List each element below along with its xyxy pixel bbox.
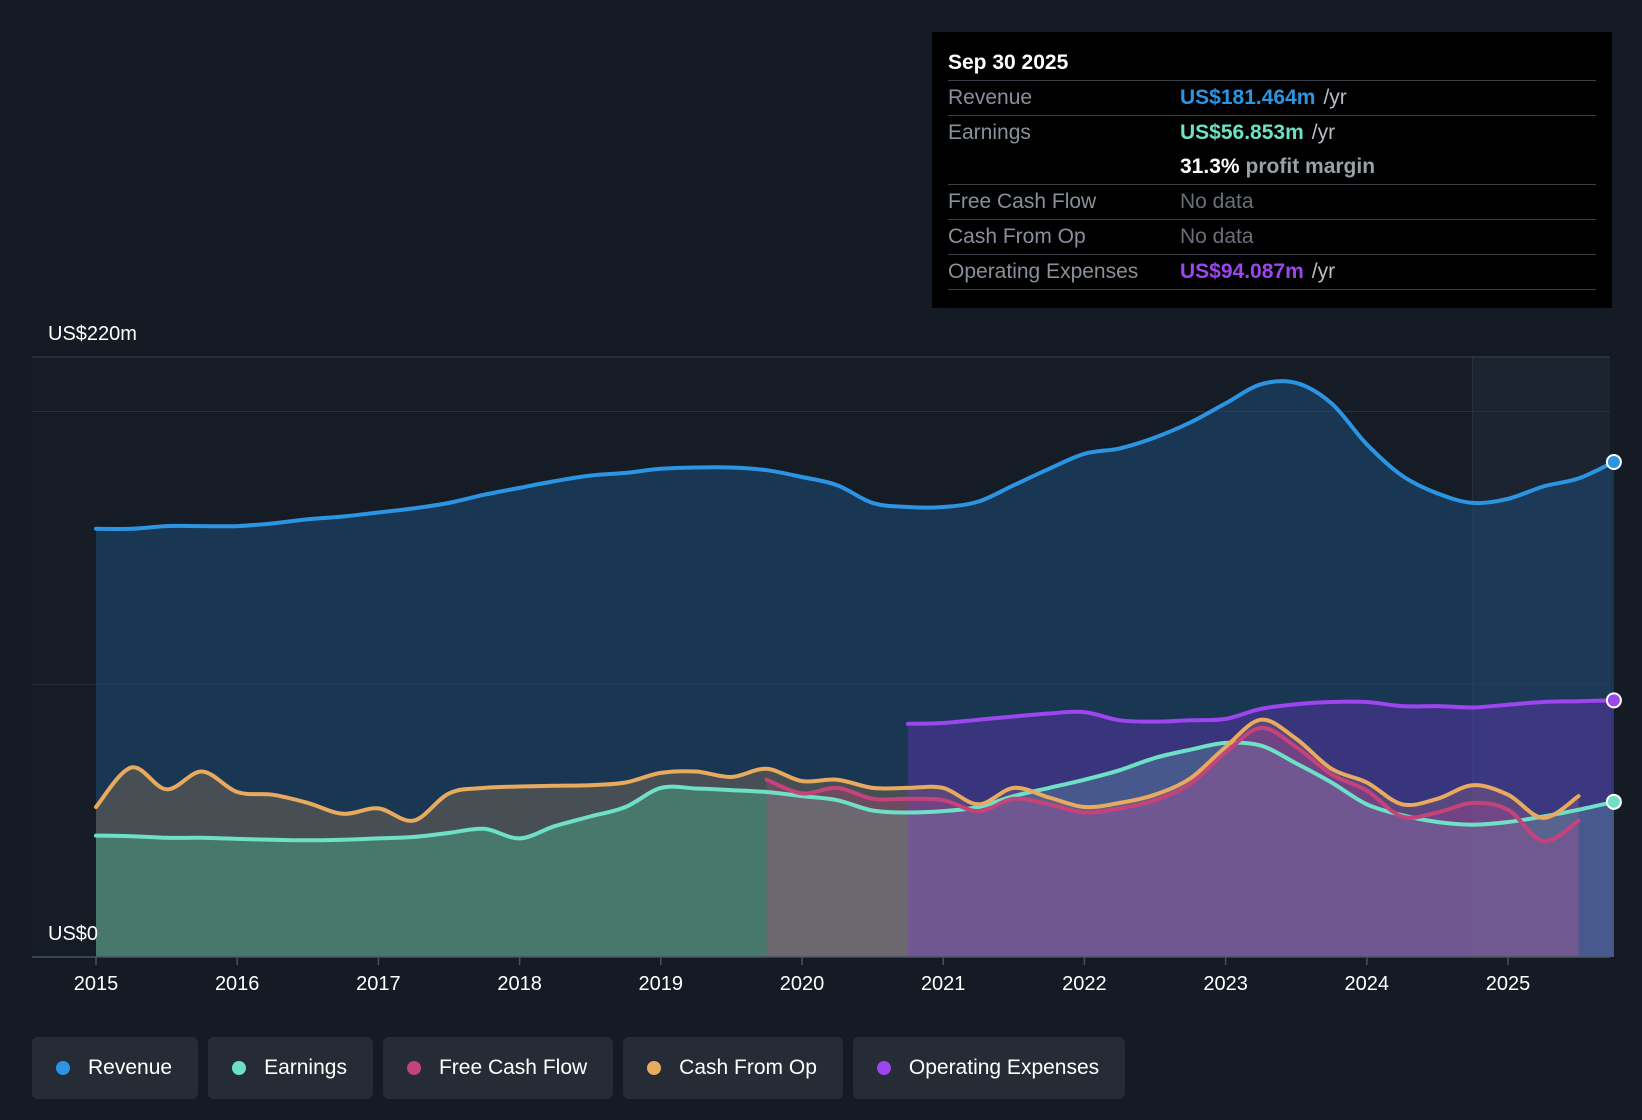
profit-margin-text: profit margin [1245, 155, 1376, 178]
revenue-end-marker[interactable] [1605, 454, 1622, 470]
tooltip-unit: /yr [1311, 260, 1336, 283]
legend-label: Operating Expenses [908, 1056, 1100, 1079]
legend-dot-icon [406, 1061, 421, 1075]
tooltip-value: No data [1180, 190, 1254, 213]
tooltip-value: US$181.464m [1180, 86, 1316, 109]
axes: 2015 2016 2017 2018 2019 2020 2021 2022 2023 2024… [32, 956, 1610, 995]
legend-dot-icon [232, 1061, 247, 1075]
x-tick-label: 2021 [921, 973, 966, 995]
tooltip-row-cash-from-op: Cash From Op No data [948, 219, 1596, 254]
tooltip-value: No data [1180, 225, 1254, 248]
tooltip-row-revenue: Revenue US$181.464m /yr [948, 80, 1596, 115]
legend-label: Cash From Op [679, 1056, 817, 1079]
opex-area [907, 700, 1614, 957]
legend-dot-icon [876, 1061, 891, 1075]
opex-line [905, 698, 1616, 726]
legend-dot-icon [647, 1061, 662, 1075]
x-tick-label: 2019 [639, 973, 684, 995]
tooltip-row-earnings: Earnings US$56.853m /yr [948, 115, 1596, 150]
tooltip-row-free-cash-flow: Free Cash Flow No data [948, 184, 1596, 219]
tooltip-label: Operating Expenses [948, 260, 1139, 283]
x-tick-label: 2015 [74, 973, 119, 995]
tooltip-date: Sep 30 2025 [948, 51, 1069, 74]
tooltip-label: Free Cash Flow [948, 190, 1097, 213]
earnings-end-marker[interactable] [1605, 793, 1622, 810]
x-tick-label: 2018 [497, 973, 542, 995]
revenue-line [94, 379, 1616, 532]
earnings-area [96, 742, 1614, 957]
legend-item-earnings[interactable]: Earnings [208, 1037, 373, 1099]
legend-dot-icon [56, 1061, 70, 1075]
y-axis-top-label: US$220m [48, 323, 137, 345]
x-tick-label: 2016 [215, 973, 260, 995]
legend-item-free-cash-flow[interactable]: Free Cash Flow [382, 1037, 614, 1099]
cfo-line [94, 717, 1581, 823]
legend-label: Earnings [264, 1056, 347, 1079]
series-lines [94, 379, 1622, 844]
legend-label: Free Cash Flow [438, 1056, 588, 1079]
opex-end-marker[interactable] [1605, 692, 1622, 709]
legend-label: Revenue [88, 1056, 173, 1079]
x-tick-label: 2024 [1345, 973, 1390, 995]
legend-item-revenue[interactable]: Revenue [32, 1037, 199, 1099]
revenue-area [96, 381, 1614, 957]
tooltip-label: Cash From Op [948, 225, 1086, 248]
tooltip-row-margin: 31.3% profit margin [948, 150, 1596, 184]
x-tick-label: 2025 [1486, 973, 1531, 995]
tooltip-unit: /yr [1311, 121, 1336, 144]
x-tick-label: 2017 [356, 973, 401, 995]
legend-item-cash-from-op[interactable]: Cash From Op [623, 1037, 843, 1099]
fcf-line [764, 725, 1581, 844]
earnings-line [94, 740, 1616, 843]
series-areas [96, 381, 1614, 957]
tooltip-value: US$56.853m [1180, 121, 1304, 144]
tooltip-row-operating-expenses: Operating Expenses US$94.087m /yr [948, 254, 1596, 290]
x-tick-label: 2022 [1062, 973, 1107, 995]
y-axis-bottom-label: US$0 [48, 923, 98, 945]
tooltip-panel: Sep 30 2025 Revenue US$181.464m /yr Earn… [932, 32, 1612, 308]
legend-item-operating-expenses[interactable]: Operating Expenses [852, 1037, 1126, 1099]
cfo-area [96, 719, 1579, 957]
tooltip-value: US$94.087m [1180, 260, 1304, 283]
x-tick-label: 2020 [780, 973, 825, 995]
legend: Revenue Earnings Free Cash Flow Cash Fro… [32, 1037, 1126, 1099]
profit-margin-value: 31.3% [1180, 155, 1240, 178]
tooltip-label: Revenue [948, 86, 1033, 109]
x-tick-label: 2023 [1203, 973, 1248, 995]
fcf-area [766, 727, 1579, 957]
tooltip-unit: /yr [1323, 86, 1347, 109]
tooltip-label: Earnings [948, 121, 1031, 144]
